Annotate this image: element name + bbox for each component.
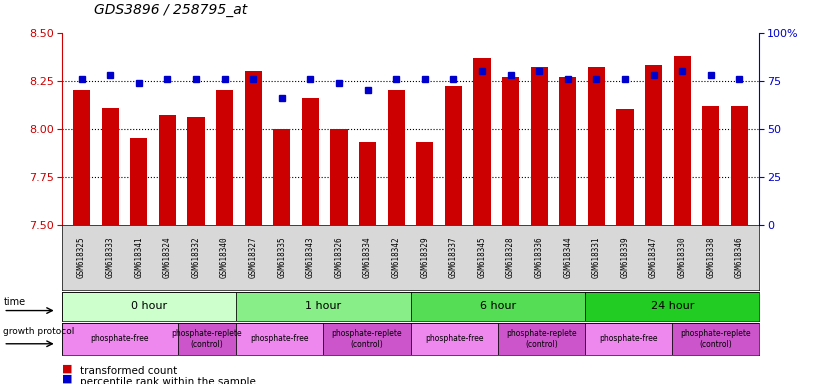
Text: phosphate-free: phosphate-free <box>599 334 658 343</box>
Text: ■: ■ <box>62 374 72 384</box>
Bar <box>330 129 347 225</box>
Bar <box>617 109 634 225</box>
Text: GSM618339: GSM618339 <box>621 237 630 278</box>
Text: GSM618327: GSM618327 <box>249 237 258 278</box>
Bar <box>672 323 759 355</box>
Bar <box>158 115 176 225</box>
Text: GSM618343: GSM618343 <box>306 237 315 278</box>
Text: phosphate-free: phosphate-free <box>90 334 149 343</box>
Text: GSM618324: GSM618324 <box>163 237 172 278</box>
Bar <box>73 90 90 225</box>
Text: phosphate-replete
(control): phosphate-replete (control) <box>681 329 751 349</box>
Text: phosphate-replete
(control): phosphate-replete (control) <box>172 329 242 349</box>
Text: GSM618332: GSM618332 <box>191 237 200 278</box>
Bar <box>359 142 376 225</box>
Text: phosphate-replete
(control): phosphate-replete (control) <box>332 329 402 349</box>
Text: 0 hour: 0 hour <box>131 301 167 311</box>
Text: time: time <box>3 297 25 307</box>
Bar <box>445 86 462 225</box>
Bar <box>645 65 663 225</box>
Text: 1 hour: 1 hour <box>305 301 342 311</box>
Bar <box>187 117 204 225</box>
Text: 24 hour: 24 hour <box>650 301 694 311</box>
Text: GSM618338: GSM618338 <box>706 237 715 278</box>
Text: GSM618328: GSM618328 <box>506 237 515 278</box>
Bar <box>323 323 410 355</box>
Text: percentile rank within the sample: percentile rank within the sample <box>80 377 255 384</box>
Bar <box>216 90 233 225</box>
Bar <box>588 67 605 225</box>
Bar <box>416 142 433 225</box>
Bar <box>236 292 410 321</box>
Text: GSM618342: GSM618342 <box>392 237 401 278</box>
Text: GSM618347: GSM618347 <box>649 237 658 278</box>
Bar <box>498 323 585 355</box>
Text: GSM618340: GSM618340 <box>220 237 229 278</box>
Bar <box>474 58 491 225</box>
Text: GSM618345: GSM618345 <box>478 237 487 278</box>
Bar <box>502 77 519 225</box>
Bar <box>530 67 548 225</box>
Bar <box>410 323 498 355</box>
Text: GSM618325: GSM618325 <box>77 237 86 278</box>
Text: GSM618334: GSM618334 <box>363 237 372 278</box>
Bar <box>102 108 119 225</box>
Text: growth protocol: growth protocol <box>3 327 75 336</box>
Bar <box>236 323 323 355</box>
Bar <box>131 138 148 225</box>
Bar <box>702 106 719 225</box>
Bar <box>731 106 748 225</box>
Text: 6 hour: 6 hour <box>479 301 516 311</box>
Text: phosphate-replete
(control): phosphate-replete (control) <box>506 329 576 349</box>
Text: GSM618337: GSM618337 <box>449 237 458 278</box>
Text: GSM618344: GSM618344 <box>563 237 572 278</box>
Text: GDS3896 / 258795_at: GDS3896 / 258795_at <box>94 3 248 17</box>
Bar <box>273 129 291 225</box>
Text: GSM618346: GSM618346 <box>735 237 744 278</box>
Text: GSM618326: GSM618326 <box>334 237 343 278</box>
Text: transformed count: transformed count <box>80 366 177 376</box>
Text: ■: ■ <box>62 363 72 373</box>
Bar <box>388 90 405 225</box>
Bar <box>559 77 576 225</box>
Bar <box>62 292 236 321</box>
Bar <box>62 323 178 355</box>
Bar <box>178 323 236 355</box>
Text: GSM618333: GSM618333 <box>106 237 115 278</box>
Bar <box>673 56 690 225</box>
Text: GSM618331: GSM618331 <box>592 237 601 278</box>
Bar <box>585 323 672 355</box>
Text: phosphate-free: phosphate-free <box>250 334 309 343</box>
Text: GSM618335: GSM618335 <box>277 237 287 278</box>
Text: GSM618341: GSM618341 <box>135 237 144 278</box>
Bar <box>245 71 262 225</box>
Text: phosphate-free: phosphate-free <box>424 334 484 343</box>
Bar <box>302 98 319 225</box>
Text: GSM618336: GSM618336 <box>534 237 544 278</box>
Text: GSM618329: GSM618329 <box>420 237 429 278</box>
Bar <box>585 292 759 321</box>
Bar <box>410 292 585 321</box>
Text: GSM618330: GSM618330 <box>677 237 686 278</box>
